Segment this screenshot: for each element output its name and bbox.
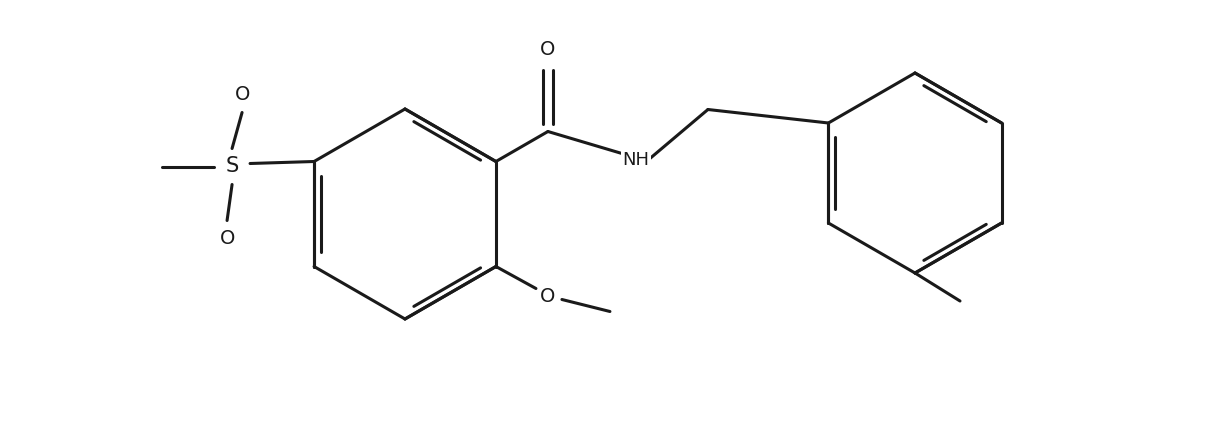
Text: S: S: [225, 157, 238, 176]
Text: O: O: [540, 40, 555, 59]
Text: O: O: [235, 85, 249, 104]
Text: NH: NH: [622, 151, 650, 169]
Text: O: O: [219, 229, 235, 248]
Text: O: O: [540, 287, 555, 306]
